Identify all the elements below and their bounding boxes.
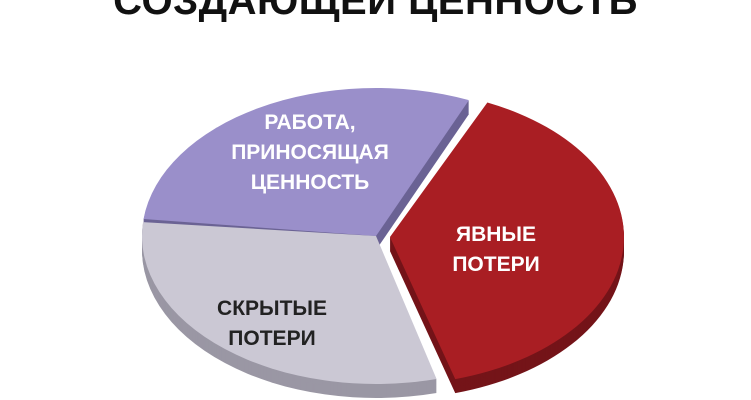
label-line: ЦЕННОСТЬ xyxy=(250,171,370,194)
pie-slice-2 xyxy=(142,222,437,384)
label-line: ПОТЕРИ xyxy=(452,253,540,276)
chart-title: СОЗДАЮЩЕЙ ЦЕННОСТЬ xyxy=(113,0,638,23)
slice-label-value-work: РАБОТА, ПРИНОСЯЩАЯ ЦЕННОСТЬ xyxy=(231,108,389,198)
label-line: ПОТЕРИ xyxy=(228,327,316,350)
pie-slice-1 xyxy=(389,102,624,380)
slice-label-explicit-losses: ЯВНЫЕ ПОТЕРИ xyxy=(452,220,539,280)
slice-label-hidden-losses: СКРЫТЫЕ ПОТЕРИ xyxy=(217,294,327,354)
label-line: ЯВНЫЕ xyxy=(456,223,536,246)
pie-slice-0 xyxy=(143,88,469,236)
label-line: ПРИНОСЯЩАЯ xyxy=(231,141,389,164)
label-line: РАБОТА, xyxy=(264,111,356,134)
label-line: СКРЫТЫЕ xyxy=(217,297,327,320)
